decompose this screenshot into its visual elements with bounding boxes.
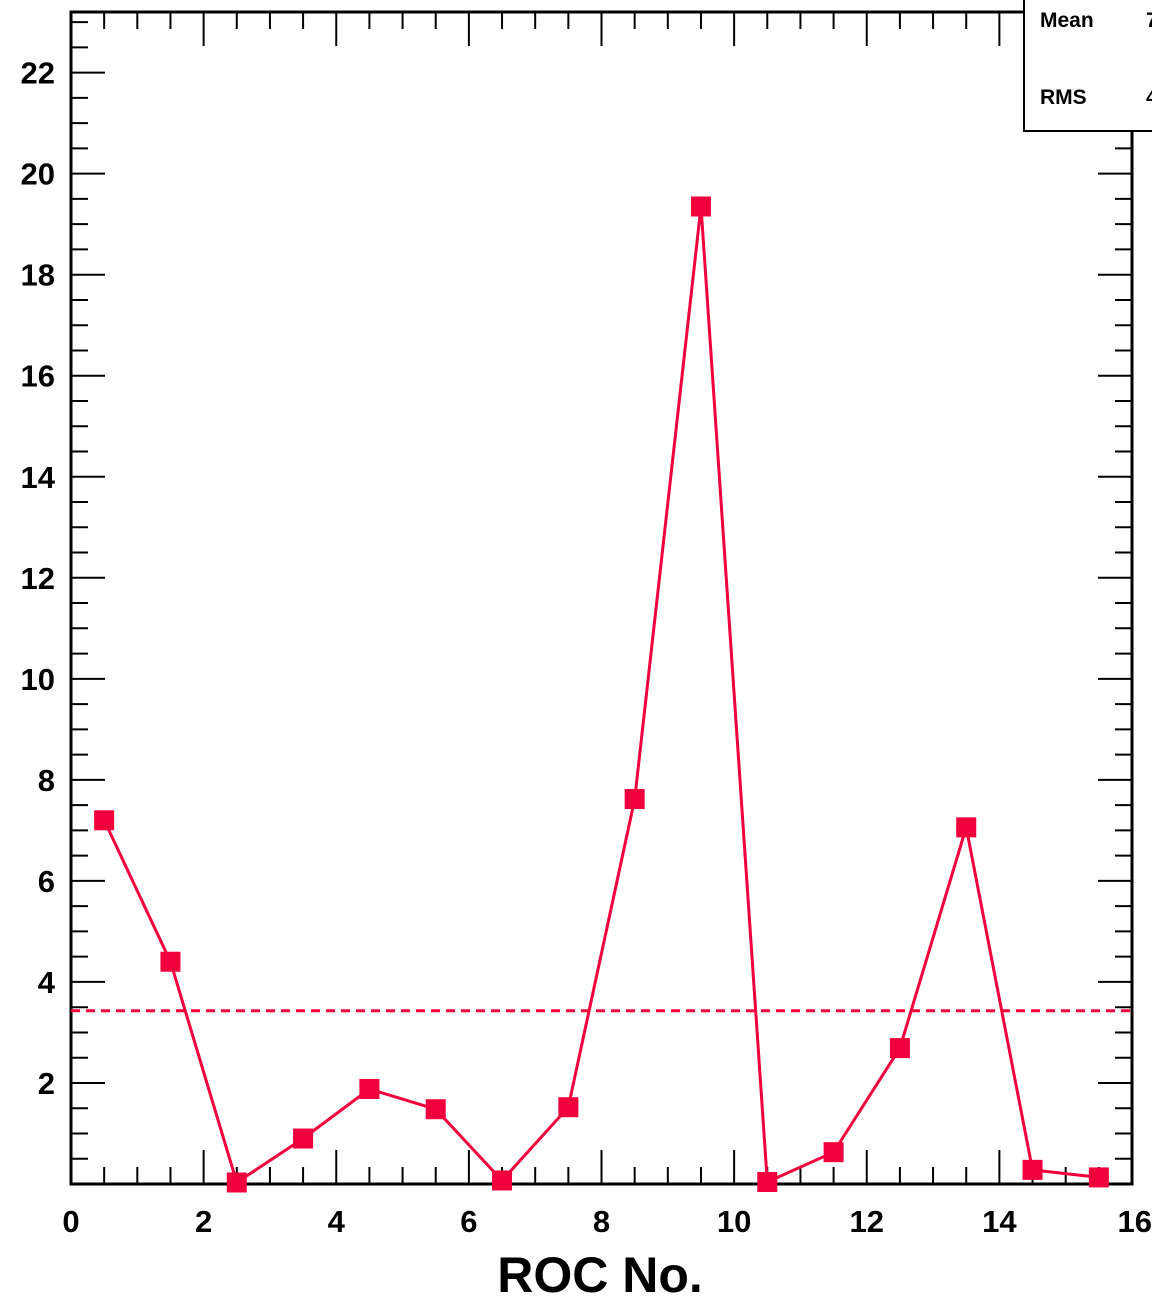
- data-point: [359, 1079, 380, 1100]
- x-tick-label: 2: [195, 1204, 212, 1239]
- stats-mean-value: 7: [1146, 9, 1152, 32]
- x-tick-label: 6: [460, 1204, 477, 1239]
- data-point: [889, 1038, 910, 1059]
- y-tick-label: 10: [21, 662, 55, 697]
- series-markers: [94, 196, 1109, 1193]
- data-point: [94, 810, 115, 831]
- data-point: [425, 1099, 446, 1120]
- data-point: [1022, 1159, 1043, 1180]
- data-point: [1088, 1167, 1109, 1188]
- y-tick-label: 20: [21, 157, 55, 192]
- x-tick-label: 0: [62, 1204, 79, 1239]
- data-point: [624, 789, 645, 810]
- data-point: [293, 1128, 314, 1149]
- stats-rms-value: 4: [1146, 86, 1152, 109]
- x-tick-label: 8: [593, 1204, 610, 1239]
- x-tick-label: 12: [850, 1204, 884, 1239]
- stats-box-frame: [1023, 0, 1152, 132]
- data-point: [823, 1142, 844, 1163]
- y-tick-label: 2: [38, 1066, 55, 1101]
- data-point: [956, 817, 977, 838]
- stats-mean-label: Mean: [1040, 9, 1094, 32]
- stats-box: Mean 7 RMS 4: [1023, 0, 1152, 132]
- data-point: [226, 1172, 247, 1193]
- y-tick-label: 4: [38, 965, 56, 1000]
- x-axis-title: ROC No.: [497, 1247, 703, 1301]
- data-point: [757, 1171, 778, 1192]
- y-tick-label: 8: [38, 763, 55, 798]
- data-point: [160, 951, 181, 972]
- y-tick-label: 18: [21, 258, 55, 293]
- plot-frame: [69, 10, 1134, 1186]
- data-point: [690, 196, 711, 217]
- x-tick-label: 14: [982, 1204, 1017, 1239]
- x-tick-labels: 0 2 4 6 8 10 12 14 16: [62, 1204, 1152, 1239]
- data-point: [558, 1097, 579, 1118]
- data-point: [492, 1170, 513, 1191]
- y-tick-label: 16: [21, 359, 55, 394]
- x-tick-label: 16: [1118, 1204, 1152, 1239]
- stats-rms-label: RMS: [1040, 86, 1087, 109]
- series-line: [102, 206, 1099, 1185]
- y-tick-label: 6: [38, 864, 55, 899]
- axis-ticks: [70, 12, 1133, 1185]
- y-tick-label: 14: [21, 460, 56, 495]
- x-tick-label: 10: [717, 1204, 751, 1239]
- y-tick-labels: 2 4 6 8 10 12 14 16 18 20 22: [21, 56, 56, 1101]
- y-tick-label: 12: [21, 561, 55, 596]
- y-tick-label: 22: [21, 56, 55, 91]
- x-tick-label: 4: [328, 1204, 346, 1239]
